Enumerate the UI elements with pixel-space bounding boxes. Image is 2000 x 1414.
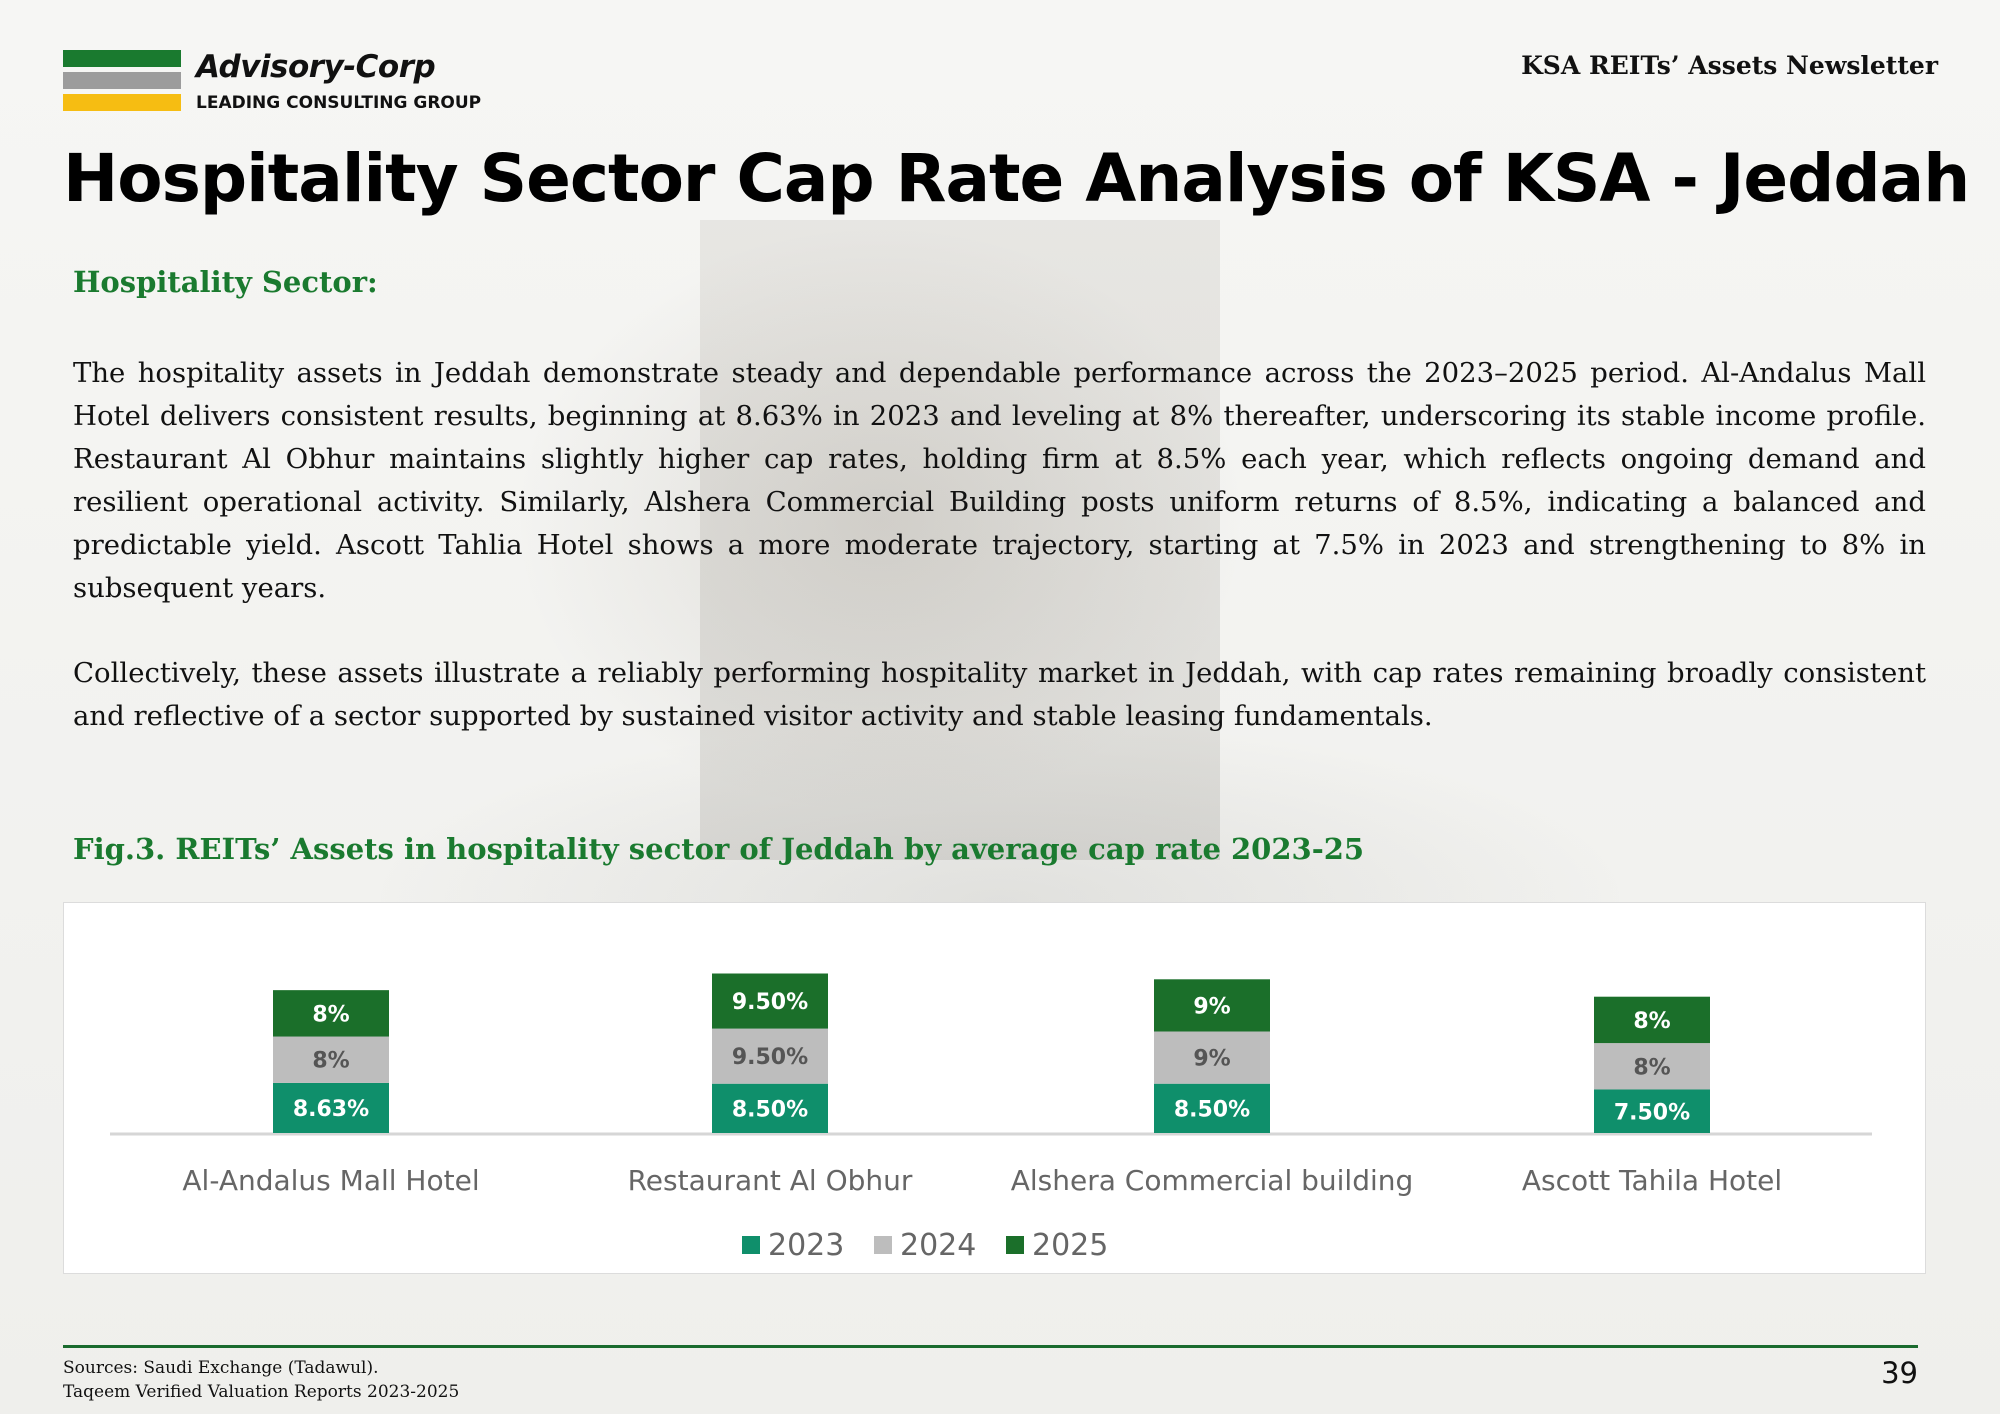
page-title: Hospitality Sector Cap Rate Analysis of … (63, 140, 1970, 217)
bar-segment-2025 (712, 973, 828, 1029)
bar-data-label: 8.50% (1174, 1097, 1250, 1122)
category-label: Al-Andalus Mall Hotel (182, 1164, 479, 1197)
brand-tagline: LEADING CONSULTING GROUP (196, 93, 482, 113)
bar-segment-2025 (1154, 979, 1270, 1032)
bar-segment-2024 (712, 1028, 828, 1084)
legend-swatch-2025 (1006, 1236, 1024, 1254)
bar-data-label: 9% (1193, 994, 1230, 1019)
figure-title: Fig.3. REITs’ Assets in hospitality sect… (73, 832, 1365, 866)
bar-segment-2024 (273, 1036, 389, 1083)
legend-swatch-2023 (742, 1236, 760, 1254)
bar-segment-2023 (712, 1083, 828, 1133)
footer-divider (63, 1345, 1918, 1348)
legend-label-2023: 2023 (768, 1228, 844, 1263)
newsletter-title: KSA REITs’ Assets Newsletter (1521, 51, 1938, 80)
bar-segment-2023 (273, 1082, 389, 1133)
page-number: 39 (1881, 1356, 1918, 1390)
legend-swatch-2024 (874, 1236, 892, 1254)
bar-data-label: 7.50% (1614, 1100, 1690, 1125)
stacked-bar-chart: 8.63% 8% 8% Al-Andalus Mall Hotel 8.50% 9.50%… (110, 973, 1872, 1263)
source-line-2: Taqeem Verified Valuation Reports 2023-2… (63, 1382, 460, 1402)
bar-data-label: 9% (1193, 1047, 1230, 1072)
bar-data-label: 8.50% (732, 1097, 808, 1122)
category-label: Restaurant Al Obhur (628, 1164, 913, 1197)
bar-data-label: 8% (312, 1002, 349, 1027)
category-label: Ascott Tahila Hotel (1522, 1164, 1782, 1197)
bar-segment-2025 (273, 990, 389, 1037)
bar-data-label: 9.50% (732, 1045, 808, 1070)
summary-paragraph: Collectively, these assets illustrate a … (73, 657, 1926, 732)
source-line-1: Sources: Saudi Exchange (Tadawul). (63, 1358, 379, 1378)
chart-card: 8.63% 8% 8% Al-Andalus Mall Hotel 8.50% 9.50%… (63, 902, 1926, 1274)
background-building (700, 220, 1220, 860)
logo-yellow-bar (63, 94, 181, 111)
section-title: Hospitality Sector: (73, 265, 378, 299)
company-logo (63, 50, 181, 116)
bar-data-label: 8.63% (293, 1097, 369, 1122)
bar-segment-2023 (1594, 1089, 1710, 1133)
bar-data-label: 8% (312, 1049, 349, 1074)
category-label: Alshera Commercial building (1011, 1164, 1414, 1197)
legend-label-2025: 2025 (1032, 1228, 1108, 1263)
brand-name: Advisory-Corp (196, 49, 436, 85)
bar-segment-2024 (1594, 1043, 1710, 1090)
logo-gray-bar (63, 72, 181, 89)
logo-green-bar (63, 50, 181, 67)
intro-paragraph: The hospitality assets in Jeddah demonst… (73, 357, 1926, 604)
sources: Sources: Saudi Exchange (Tadawul). Taqee… (63, 1356, 459, 1404)
bar-data-label: 8% (1633, 1009, 1670, 1034)
bar-data-label: 8% (1633, 1055, 1670, 1080)
legend-label-2024: 2024 (900, 1228, 976, 1263)
bar-segment-2024 (1154, 1031, 1270, 1084)
bar-segment-2023 (1154, 1083, 1270, 1133)
bar-segment-2025 (1594, 996, 1710, 1044)
bar-data-label: 9.50% (732, 990, 808, 1015)
